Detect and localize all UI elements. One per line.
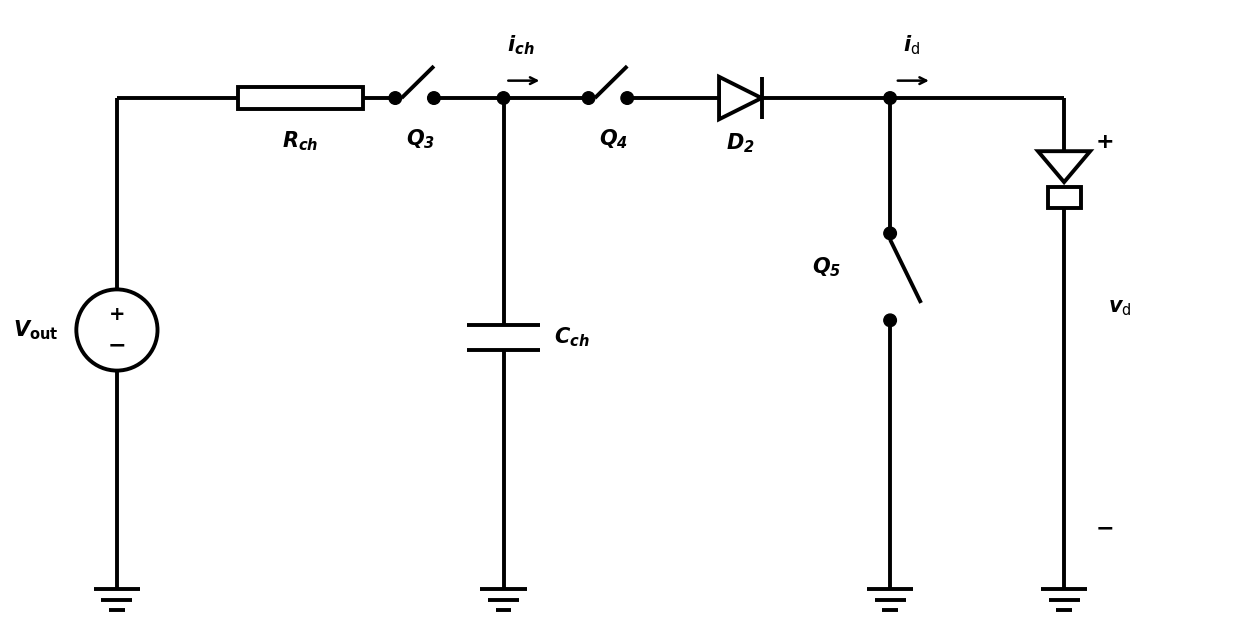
Circle shape — [621, 91, 633, 104]
Text: $\bfit{C}_{ch}$: $\bfit{C}_{ch}$ — [554, 326, 590, 349]
Text: $\bfit{D}_2$: $\bfit{D}_2$ — [726, 132, 755, 155]
Text: $\bfit{R}_{ch}$: $\bfit{R}_{ch}$ — [282, 129, 318, 153]
Text: +: + — [1095, 131, 1114, 151]
Circle shape — [883, 314, 896, 327]
Text: $\bfit{Q}_5$: $\bfit{Q}_5$ — [813, 256, 841, 279]
Circle shape — [497, 91, 509, 104]
Circle shape — [77, 290, 157, 370]
Text: $\bfit{i}_{\rm{d}}$: $\bfit{i}_{\rm{d}}$ — [903, 34, 921, 57]
Text: $\bfit{v}_{\rm{d}}$: $\bfit{v}_{\rm{d}}$ — [1108, 298, 1131, 318]
Circle shape — [582, 91, 595, 104]
Circle shape — [883, 227, 896, 240]
Text: +: + — [109, 305, 125, 324]
Circle shape — [427, 91, 440, 104]
Text: $\bfit{i}_{ch}$: $\bfit{i}_{ch}$ — [507, 34, 535, 57]
Polygon shape — [719, 77, 762, 119]
Text: $\bfit{Q}_3$: $\bfit{Q}_3$ — [405, 127, 435, 151]
Bar — [238, 88, 363, 109]
Text: −: − — [1095, 518, 1114, 538]
Text: $\bfit{V}_{\bf{out}}$: $\bfit{V}_{\bf{out}}$ — [14, 318, 59, 342]
Bar — [1048, 187, 1080, 208]
Text: −: − — [108, 336, 126, 355]
Circle shape — [883, 91, 896, 104]
Polygon shape — [1038, 151, 1090, 182]
Circle shape — [389, 91, 401, 104]
Text: $\bfit{Q}_4$: $\bfit{Q}_4$ — [600, 127, 628, 151]
